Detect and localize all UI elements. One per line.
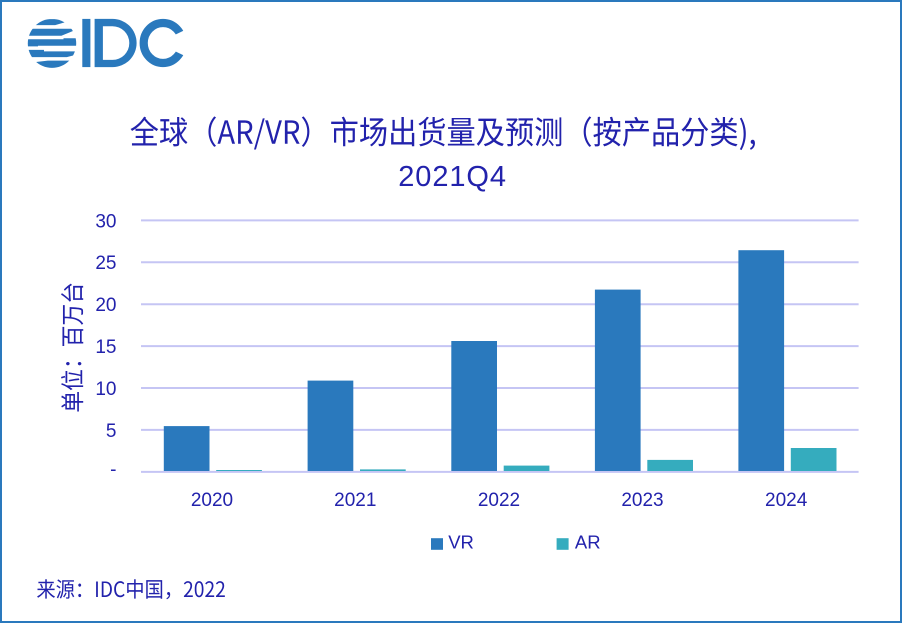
svg-text:5: 5 — [106, 421, 117, 442]
svg-text:2021Q4: 2021Q4 — [398, 161, 507, 193]
svg-text:VR: VR — [448, 532, 474, 553]
svg-text:15: 15 — [95, 337, 116, 358]
svg-text:2022: 2022 — [478, 490, 520, 511]
svg-text:2021: 2021 — [334, 490, 376, 511]
svg-text:2020: 2020 — [191, 490, 233, 511]
svg-text:10: 10 — [95, 379, 116, 400]
svg-text:20: 20 — [95, 295, 116, 316]
svg-text:AR: AR — [575, 532, 601, 553]
svg-text:2023: 2023 — [621, 490, 663, 511]
svg-text:25: 25 — [95, 253, 116, 274]
svg-text:-: - — [110, 459, 116, 480]
svg-text:30: 30 — [95, 211, 116, 232]
svg-text:2024: 2024 — [765, 490, 808, 511]
